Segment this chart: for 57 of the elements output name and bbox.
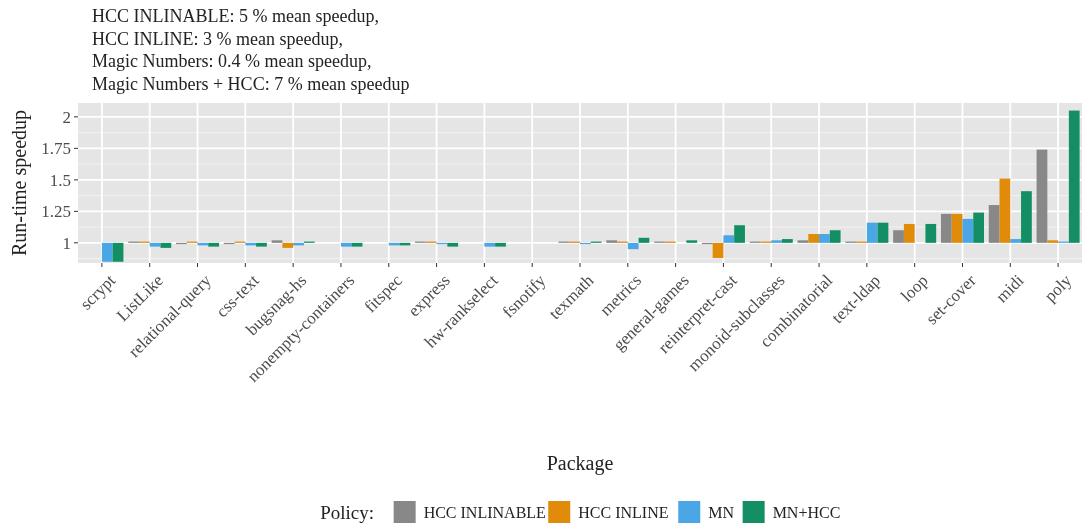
legend-label: HCC INLINABLE: [423, 504, 546, 521]
y-tick-label: 1.5: [49, 170, 71, 190]
bar: [495, 242, 506, 247]
bar: [208, 242, 220, 247]
bar: [1068, 110, 1080, 243]
bar: [712, 242, 724, 258]
bar: [782, 239, 793, 243]
bar: [101, 242, 113, 262]
bar: [903, 223, 915, 243]
y-tick-label: 1: [62, 233, 71, 253]
bar: [771, 240, 782, 243]
bar: [808, 234, 820, 243]
bar: [829, 230, 841, 243]
bar: [447, 242, 459, 247]
bar: [340, 242, 352, 247]
bar: [723, 235, 735, 243]
bar: [1036, 149, 1048, 243]
bar: [988, 205, 1000, 243]
bar: [866, 222, 878, 243]
bar: [1010, 239, 1022, 243]
bar: [484, 242, 496, 247]
bar: [925, 223, 937, 243]
bar: [973, 212, 984, 243]
bar: [1047, 240, 1059, 243]
bar: [638, 237, 650, 243]
y-tick-label: 1.25: [41, 202, 71, 222]
bar: [149, 242, 161, 247]
bar: [686, 240, 698, 243]
bar: [627, 242, 639, 250]
bar: [893, 230, 904, 243]
bar: [1021, 191, 1032, 243]
legend-label: MN: [708, 504, 735, 521]
y-tick-label: 1.75: [41, 139, 71, 159]
bar: [999, 178, 1011, 243]
bar: [271, 240, 283, 243]
bar: [112, 242, 124, 262]
legend-label: MN+HCC: [772, 504, 841, 521]
bar: [282, 242, 294, 248]
bar: [256, 242, 267, 247]
x-tick-label: loop: [897, 270, 932, 306]
bar: [877, 222, 889, 243]
bar: [797, 240, 809, 243]
bar: [160, 242, 172, 248]
bar: [606, 240, 618, 243]
bar: [734, 225, 745, 243]
x-tick-label: midi: [992, 270, 1028, 307]
bar: [951, 213, 963, 243]
chart-title: HCC INLINABLE: 5 % mean speedup, HCC INLINE: 3 % mean speedup, Magic Numbers: 0.4 % mean speedup, Magic Numbers + HCC: 7 % mean speedup: [92, 6, 410, 94]
bar: [351, 242, 363, 247]
legend-label: HCC INLINE: [578, 504, 669, 521]
bar: [940, 213, 952, 243]
y-tick-label: 2: [62, 107, 71, 127]
y-axis-title: Run-time speedup: [8, 109, 31, 257]
x-axis-title: Package: [546, 452, 614, 475]
bar: [819, 234, 830, 243]
bar: [962, 218, 974, 243]
legend-title: Policy:: [320, 502, 374, 523]
